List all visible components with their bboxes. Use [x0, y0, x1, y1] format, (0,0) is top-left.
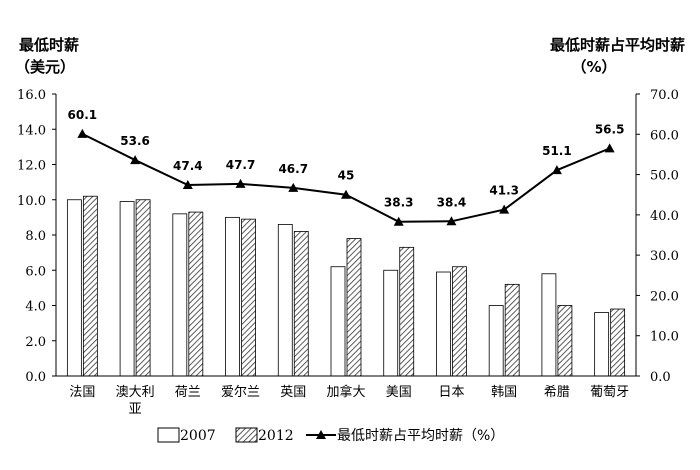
left-tick-label: 6.0 — [25, 264, 46, 279]
bar-2007-1 — [66, 199, 82, 377]
ratio-point — [288, 182, 299, 192]
bar-2007-11 — [594, 312, 610, 377]
bar-2012-3 — [188, 211, 204, 377]
ratio-point — [235, 178, 246, 188]
ratio-data-label: 41.3 — [489, 184, 519, 198]
left-axis-title-line1: 最低时薪 — [19, 36, 79, 54]
axes — [55, 94, 637, 377]
ratio-line-series: 60.1 53.6 47.4 47.7 46.7 45 38.3 38.4 41.3 51.1 56… — [68, 108, 625, 226]
legend: 2007 2012 最低时薪占平均时薪（%） — [157, 427, 504, 444]
legend-swatch-2012 — [235, 427, 258, 443]
right-tick-label: 60.0 — [650, 128, 679, 143]
right-tick-label: 50.0 — [650, 169, 679, 184]
bar-2012-1 — [82, 195, 98, 377]
ratio-point — [341, 189, 351, 199]
right-axis-ticks: 0.0 10.0 20.0 30.0 40.0 50.0 60.0 70.0 — [636, 88, 679, 385]
bar-2012-8 — [452, 266, 467, 377]
ratio-point — [130, 155, 141, 165]
ratio-point — [551, 165, 562, 175]
category-label: 葡萄牙 — [590, 385, 629, 400]
left-tick-label: 12.0 — [17, 159, 46, 174]
bar-2012-5 — [293, 231, 309, 377]
bar-2007-10 — [541, 273, 557, 377]
bar-2007-7 — [383, 269, 399, 377]
bar-2007-2 — [119, 201, 135, 377]
left-axis-title-line2: （美元） — [15, 58, 75, 76]
right-axis-title-line1: 最低时薪占平均时薪 — [550, 36, 685, 54]
left-axis-ticks: 0.0 2.0 4.0 6.0 8.0 10.0 12.0 14.0 16.0 — [17, 88, 56, 385]
bar-series — [66, 195, 626, 377]
category-label: 日本 — [438, 385, 464, 400]
ratio-point — [77, 128, 88, 138]
category-label: 加拿大 — [326, 384, 365, 400]
legend-triangle-marker — [316, 430, 326, 439]
right-tick-label: 10.0 — [650, 330, 679, 345]
bar-2007-6 — [330, 266, 346, 377]
bar-2012-11 — [610, 308, 626, 377]
bar-2007-4 — [225, 216, 240, 377]
left-tick-label: 4.0 — [25, 300, 46, 315]
ratio-data-label: 38.4 — [437, 195, 467, 209]
ratio-data-label: 47.4 — [173, 159, 203, 173]
category-label: 亚 — [129, 402, 142, 417]
ratio-point — [604, 143, 615, 153]
legend-label-ratio: 最低时薪占平均时薪（%） — [337, 428, 504, 444]
left-tick-label: 2.0 — [25, 335, 46, 350]
bar-2012-4 — [241, 218, 256, 377]
left-tick-label: 0.0 — [25, 370, 46, 385]
category-label: 韩国 — [491, 385, 517, 400]
right-tick-label: 70.0 — [650, 88, 679, 103]
right-tick-label: 40.0 — [650, 209, 679, 224]
category-label: 希腊 — [544, 385, 570, 400]
left-tick-label: 14.0 — [17, 123, 46, 138]
legend-label-2012: 2012 — [258, 428, 294, 444]
ratio-point — [393, 216, 404, 226]
ratio-point — [446, 216, 457, 226]
bar-2012-7 — [399, 246, 415, 377]
ratio-point — [182, 180, 193, 190]
right-tick-label: 20.0 — [650, 289, 679, 304]
bar-2012-10 — [557, 305, 573, 377]
category-label: 英国 — [280, 385, 306, 400]
legend-swatch-2007 — [157, 427, 180, 443]
bar-2012-2 — [135, 199, 151, 377]
left-tick-label: 10.0 — [17, 194, 46, 209]
ratio-data-label: 38.3 — [384, 196, 414, 210]
right-tick-label: 0.0 — [650, 370, 671, 385]
bar-2007-3 — [172, 213, 188, 377]
ratio-data-label: 45 — [338, 169, 355, 183]
left-tick-label: 16.0 — [17, 88, 46, 103]
ratio-point — [499, 204, 510, 214]
category-label: 法国 — [69, 385, 95, 400]
ratio-data-label: 56.5 — [595, 122, 625, 136]
category-label: 荷兰 — [175, 385, 201, 400]
ratio-data-label: 60.1 — [68, 108, 98, 122]
ratio-data-label: 53.6 — [120, 134, 150, 148]
bar-2007-8 — [436, 271, 451, 377]
right-tick-label: 30.0 — [650, 249, 679, 264]
bar-2007-5 — [277, 224, 293, 377]
category-label: 美国 — [386, 385, 412, 400]
ratio-data-label: 47.7 — [226, 158, 256, 172]
bar-2012-6 — [346, 238, 362, 377]
legend-label-2007: 2007 — [180, 428, 216, 444]
ratio-data-label: 51.1 — [542, 144, 572, 158]
ratio-data-label: 46.7 — [278, 162, 308, 176]
left-tick-label: 8.0 — [25, 229, 46, 244]
right-axis-title-line2: （%） — [571, 58, 616, 76]
category-label: 澳大利 — [116, 384, 155, 400]
category-label: 爱尔兰 — [221, 385, 260, 400]
bar-2007-9 — [488, 305, 504, 377]
bar-2012-9 — [504, 283, 520, 377]
